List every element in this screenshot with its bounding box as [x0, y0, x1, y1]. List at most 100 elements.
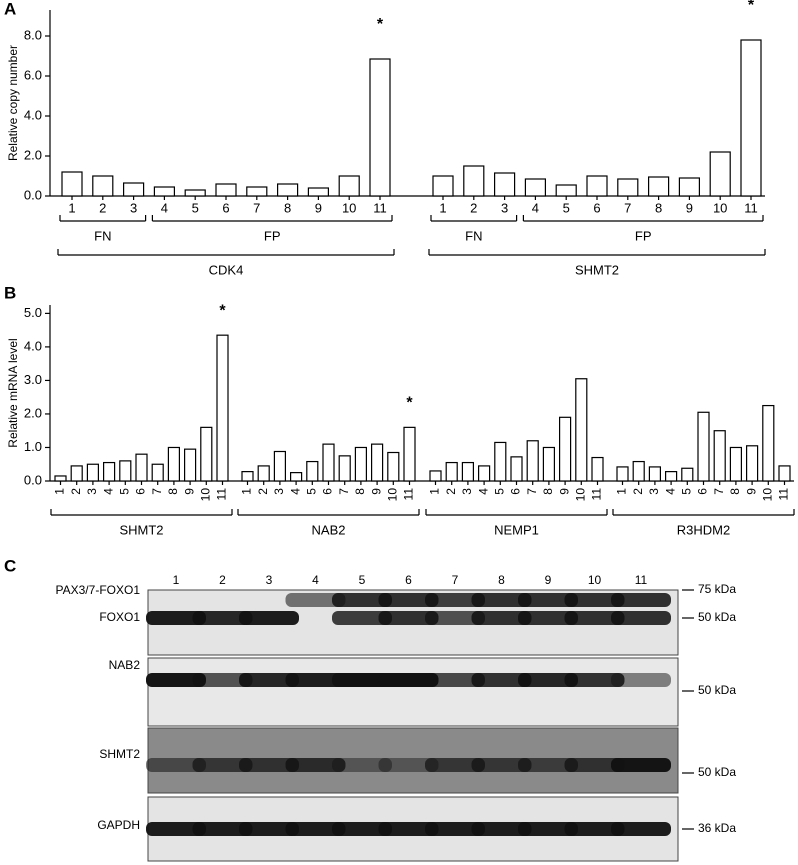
- bar: [510, 456, 523, 482]
- band: [332, 611, 392, 625]
- bar: [709, 151, 731, 197]
- x-tick-label: 1: [439, 200, 446, 215]
- band: [611, 673, 671, 687]
- panel-label: B: [4, 283, 16, 302]
- band-label: FOXO1: [99, 610, 140, 624]
- band: [146, 611, 206, 625]
- lane-label: 9: [545, 573, 552, 587]
- x-tick-label: 3: [272, 488, 286, 495]
- x-tick-label: 3: [501, 200, 508, 215]
- x-tick-label: 6: [593, 200, 600, 215]
- bar: [729, 446, 743, 482]
- bar: [241, 471, 254, 482]
- bar: [184, 448, 197, 482]
- band: [239, 822, 299, 836]
- y-tick-label: 5.0: [24, 305, 42, 320]
- band: [332, 673, 392, 687]
- band: [471, 822, 532, 836]
- bar: [586, 175, 608, 197]
- x-tick-label: 4: [532, 200, 539, 215]
- y-tick-label: 2.0: [24, 147, 42, 162]
- x-tick-label: 8: [166, 488, 180, 495]
- subgroup-label: FN: [94, 228, 111, 243]
- bar: [184, 189, 206, 197]
- x-tick-label: 3: [85, 488, 99, 495]
- lane-label: 4: [312, 573, 319, 587]
- bar: [494, 172, 516, 197]
- size-marker: 50 kDa: [698, 765, 736, 779]
- bar: [740, 39, 762, 197]
- lane-label: 5: [359, 573, 366, 587]
- band: [378, 593, 439, 607]
- x-tick-label: 2: [470, 200, 477, 215]
- band: [192, 822, 253, 836]
- bar: [307, 187, 329, 197]
- lane-label: 10: [588, 573, 602, 587]
- band: [471, 611, 532, 625]
- x-tick-label: 6: [509, 488, 523, 495]
- lane-label: 8: [498, 573, 505, 587]
- band-label: PAX3/7-FOXO1: [56, 583, 141, 597]
- x-tick-label: 10: [198, 488, 212, 502]
- x-tick-label: 7: [253, 200, 260, 215]
- bar: [762, 404, 775, 482]
- subgroup-label: FN: [465, 228, 482, 243]
- bar: [632, 460, 645, 482]
- x-tick-label: 7: [337, 488, 351, 495]
- x-tick-label: 11: [215, 488, 229, 501]
- y-tick-label: 6.0: [24, 67, 42, 82]
- bar: [664, 471, 678, 482]
- blot: [147, 657, 679, 727]
- x-tick-label: 9: [686, 200, 693, 215]
- bar: [647, 176, 670, 197]
- significance-star: *: [748, 0, 755, 14]
- band: [564, 673, 625, 687]
- x-tick-label: 1: [240, 488, 254, 495]
- bar: [167, 446, 180, 482]
- bar: [290, 472, 303, 482]
- y-tick-label: 3.0: [24, 372, 42, 387]
- y-axis-label: Relative copy number: [6, 45, 20, 161]
- x-tick-label: 1: [615, 488, 629, 495]
- x-tick-label: 8: [284, 200, 291, 215]
- lane-label: 11: [635, 573, 648, 587]
- bar: [306, 460, 319, 482]
- size-marker: 50 kDa: [698, 610, 736, 624]
- bar: [92, 175, 114, 197]
- band: [564, 822, 625, 836]
- bar: [277, 183, 299, 197]
- bar: [216, 334, 229, 482]
- bar: [478, 465, 491, 482]
- x-tick-label: 5: [563, 200, 570, 215]
- band: [518, 673, 578, 687]
- bar: [257, 465, 270, 482]
- bar: [461, 461, 474, 482]
- bar: [387, 451, 400, 482]
- panel-label: C: [4, 556, 16, 575]
- band: [378, 822, 439, 836]
- bar: [151, 463, 164, 482]
- x-tick-label: 9: [744, 488, 758, 495]
- bar: [616, 466, 629, 482]
- x-tick-label: 7: [624, 200, 631, 215]
- x-tick-label: 9: [369, 488, 383, 495]
- x-tick-label: 10: [713, 200, 727, 215]
- band: [518, 758, 578, 772]
- x-tick-label: 5: [192, 200, 199, 215]
- bar: [403, 426, 416, 482]
- band: [192, 758, 253, 772]
- x-tick-label: 8: [728, 488, 742, 495]
- size-marker: 36 kDa: [698, 821, 736, 835]
- x-tick-label: 8: [541, 488, 555, 495]
- band: [285, 593, 346, 607]
- size-marker: 50 kDa: [698, 683, 736, 697]
- band: [146, 822, 206, 836]
- x-tick-label: 7: [150, 488, 164, 495]
- x-tick-label: 4: [101, 488, 115, 495]
- band: [192, 673, 253, 687]
- bar: [338, 455, 351, 482]
- bar: [542, 446, 556, 482]
- band: [425, 758, 485, 772]
- bar: [494, 441, 507, 482]
